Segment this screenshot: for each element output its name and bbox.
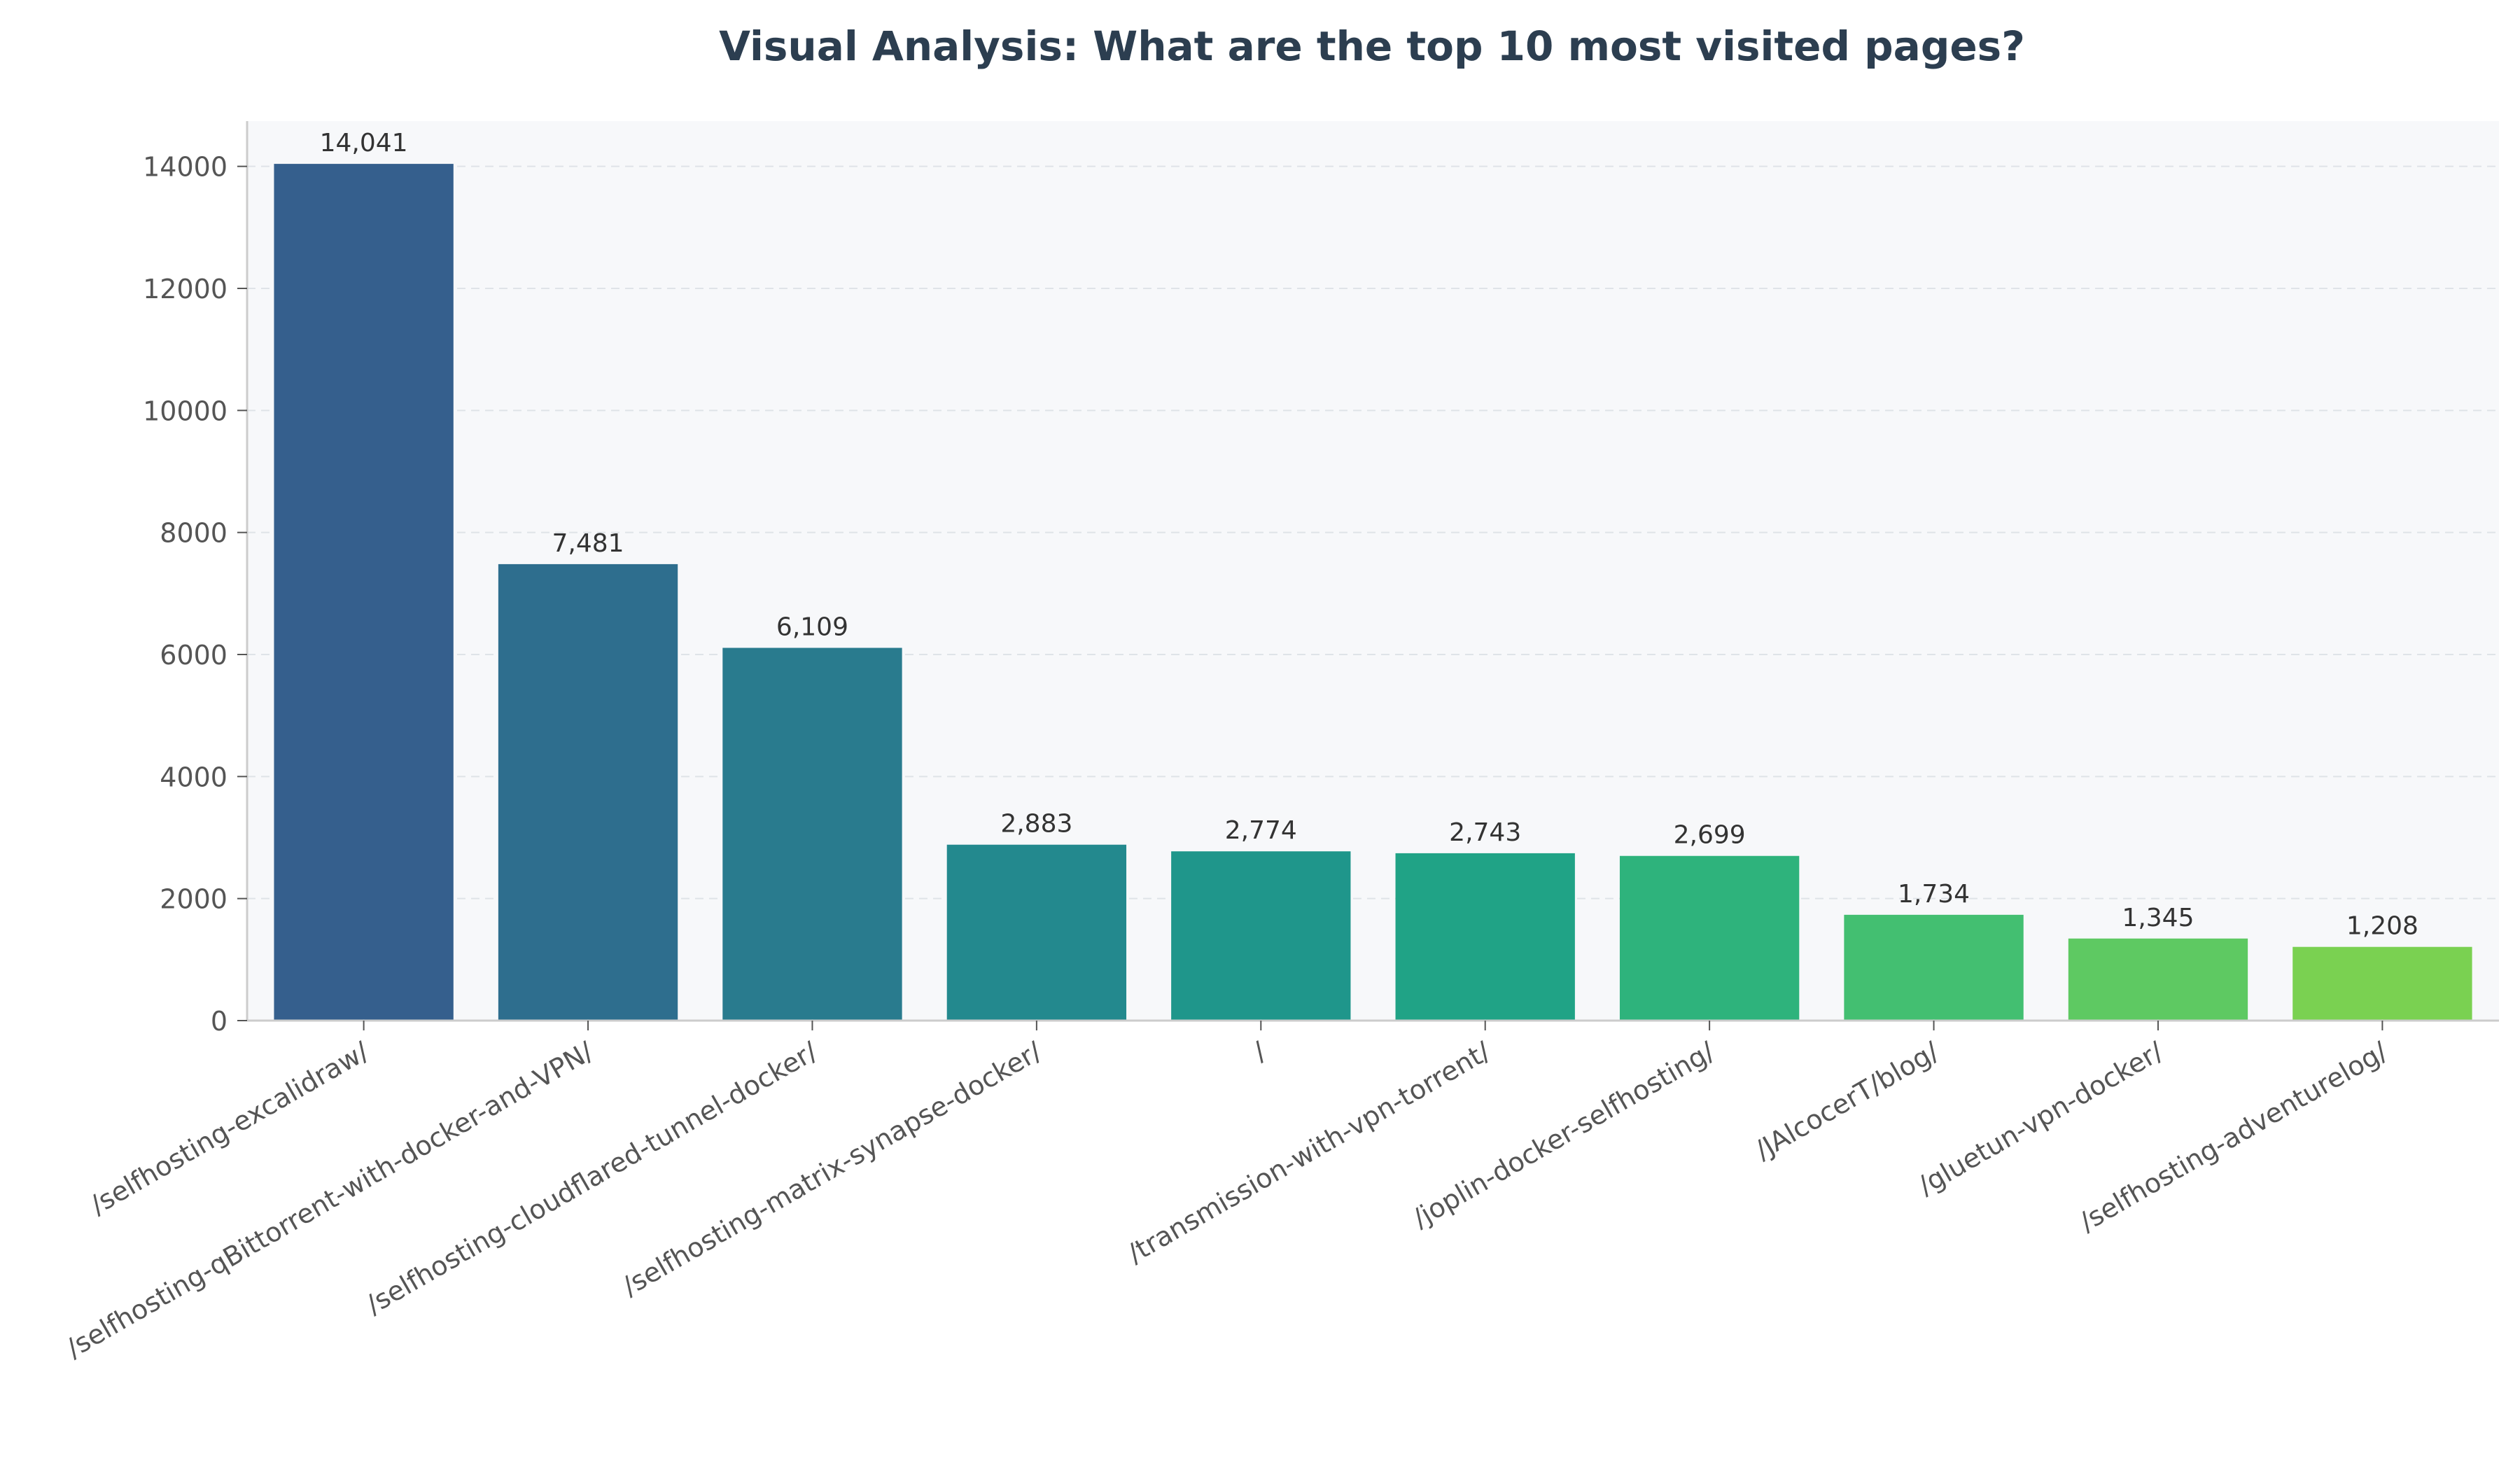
bar <box>1395 853 1575 1021</box>
data-label: 6,109 <box>776 613 848 642</box>
data-label: 7,481 <box>552 529 624 558</box>
bars <box>274 164 2472 1021</box>
bar <box>722 648 902 1021</box>
axes <box>246 121 2499 1022</box>
y-ticks: 0 2000 4000 6000 8000 10000 12000 14000 <box>143 152 247 1037</box>
bar <box>1619 855 1800 1021</box>
data-label: 1,345 <box>2122 904 2194 932</box>
bar <box>2292 946 2472 1021</box>
y-tick-label: 10000 <box>143 396 227 426</box>
gridlines <box>247 165 2499 899</box>
bar <box>1844 914 2024 1021</box>
y-tick-label: 14000 <box>143 152 227 183</box>
data-label: 2,743 <box>1449 818 1521 847</box>
x-ticks: /selfhosting-excalidraw//selfhosting-qBi… <box>61 1021 2393 1364</box>
bar <box>1171 851 1351 1021</box>
x-tick-label: /JAlcocerT/blog/ <box>1750 1036 1944 1166</box>
y-tick-label: 12000 <box>143 274 227 304</box>
data-label: 2,774 <box>1225 816 1297 845</box>
data-label: 1,208 <box>2346 912 2418 941</box>
y-tick-label: 2000 <box>160 884 227 915</box>
bar <box>946 844 1127 1021</box>
bar <box>2068 938 2248 1021</box>
y-tick-label: 4000 <box>160 762 227 792</box>
y-tick-label: 0 <box>211 1006 227 1037</box>
chart-title: Visual Analysis: What are the top 10 mos… <box>719 22 2025 70</box>
x-tick-label: /gluetun-vpn-docker/ <box>1913 1036 2169 1201</box>
data-label: 1,734 <box>1898 880 1970 909</box>
x-tick-label: /transmission-with-vpn-torrent/ <box>1122 1036 1495 1269</box>
x-tick-label: / <box>1248 1036 1271 1068</box>
x-tick-label: /selfhosting-cloudflared-tunnel-docker/ <box>360 1036 822 1320</box>
y-tick-label: 6000 <box>160 640 227 671</box>
data-labels: 14,041 7,481 6,109 2,883 2,774 2,743 2,699 1,73… <box>320 129 2418 941</box>
data-label: 14,041 <box>320 129 408 158</box>
y-tick-label: 8000 <box>160 518 227 549</box>
x-tick-label: /selfhosting-matrix-synapse-docker/ <box>617 1036 1047 1302</box>
bar <box>274 164 454 1021</box>
data-label: 2,883 <box>1000 810 1072 839</box>
data-label: 2,699 <box>1674 821 1746 850</box>
bar <box>498 564 678 1021</box>
